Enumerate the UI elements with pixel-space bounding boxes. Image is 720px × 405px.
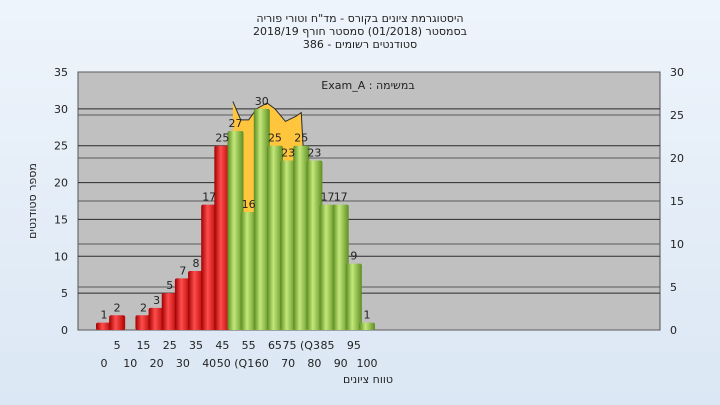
y-tick-label: 0 [61, 324, 68, 337]
x-axis-upper-labels: 5 15 25 35 45 55 65 75 (Q3 85 95 [114, 339, 361, 352]
bar-value-label: 9 [350, 250, 357, 263]
title-line-3: 386 - סטודנטים רשומים [303, 38, 417, 51]
y-axis-right: 0 5 10 15 20 25 30 [670, 66, 684, 337]
x-tick-label: 15 [136, 339, 150, 352]
y-tick-label: 5 [61, 287, 68, 300]
bar-value-label: 25 [268, 132, 282, 145]
y2-tick-label: 0 [670, 324, 677, 337]
bar [135, 315, 152, 330]
y-tick-label: 30 [54, 103, 68, 116]
x-tick-label: 65 [268, 339, 282, 352]
x-tick-label: 60 [255, 357, 269, 370]
x-tick-label: 10 [123, 357, 137, 370]
x-tick-label: 90 [334, 357, 348, 370]
bar [148, 307, 165, 330]
bar [96, 322, 112, 330]
bar [280, 160, 297, 330]
bar-value-label: 1 [101, 309, 108, 322]
y2-tick-label: 15 [670, 195, 684, 208]
y2-tick-label: 5 [670, 281, 677, 294]
y-tick-label: 25 [54, 140, 68, 153]
y-tick-label: 20 [54, 177, 68, 190]
y-tick-label: 10 [54, 250, 68, 263]
bar-value-label: 16 [242, 198, 256, 211]
bar-value-label: 30 [255, 95, 269, 108]
x-tick-label: 45 [215, 339, 229, 352]
legend-label: Exam_A : במשימה [321, 79, 414, 92]
bar-value-label: 23 [281, 146, 295, 159]
x-tick-label: 75 (Q3 [283, 339, 320, 352]
x-axis-lower-labels: 0 10 20 30 40 50 (Q1 60 70 80 90 100 [101, 357, 378, 370]
x-tick-label: 55 [242, 339, 256, 352]
y2-tick-label: 20 [670, 152, 684, 165]
bar [109, 315, 126, 330]
bar-value-label: 17 [321, 191, 335, 204]
x-tick-label: 35 [189, 339, 203, 352]
x-tick-label: 95 [347, 339, 361, 352]
bar-value-label: 27 [229, 117, 243, 130]
x-tick-label: 50 (Q1 [217, 357, 254, 370]
bar [214, 145, 231, 330]
x-tick-label: 5 [114, 339, 121, 352]
bar-value-label: 17 [334, 191, 348, 204]
bar-value-label: 25 [294, 132, 308, 145]
bar [332, 204, 349, 330]
bar [345, 263, 362, 330]
chart-title: היסטוגרמת ציונים בקורס - מד"ח וטורי פורי… [253, 12, 467, 51]
x-tick-label: 80 [307, 357, 321, 370]
bar [306, 160, 323, 330]
bar-value-label: 5 [166, 279, 173, 292]
x-tick-label: 30 [176, 357, 190, 370]
title-line-1: היסטוגרמת ציונים בקורס - מד"ח וטורי פורי… [256, 12, 463, 25]
x-tick-label: 85 [321, 339, 335, 352]
x-tick-label: 25 [163, 339, 177, 352]
area-outline [232, 101, 310, 257]
bar [201, 204, 218, 330]
bar [188, 271, 205, 330]
bar [174, 278, 191, 330]
bar [319, 204, 336, 330]
bar [161, 293, 178, 330]
bar-value-label: 3 [153, 294, 160, 307]
y-axis-title: מספר סטודנטים [26, 163, 39, 239]
bar-value-label: 25 [215, 132, 229, 145]
bar [253, 108, 270, 330]
y2-tick-label: 25 [670, 109, 684, 122]
bar [359, 322, 375, 330]
x-tick-label: 40 [202, 357, 216, 370]
bar [240, 212, 257, 330]
x-tick-label: 0 [101, 357, 108, 370]
y-axis-left: 0 5 10 15 20 25 30 35 [54, 66, 68, 337]
y2-tick-label: 10 [670, 238, 684, 251]
y2-tick-label: 30 [670, 66, 684, 79]
bar-value-label: 23 [307, 146, 321, 159]
title-line-2: בסמסטר (01/2018) סמסטר חורף 2018/19 [253, 25, 467, 38]
bar-value-label: 1 [364, 309, 371, 322]
y-tick-label: 35 [54, 66, 68, 79]
bar-value-label: 2 [114, 301, 121, 314]
bar-series [96, 108, 375, 330]
bar [227, 130, 244, 330]
x-tick-label: 20 [150, 357, 164, 370]
x-tick-label: 70 [281, 357, 295, 370]
bar [293, 145, 310, 330]
bar-value-label: 2 [140, 301, 147, 314]
bar-value-label: 8 [193, 257, 200, 270]
y-tick-label: 15 [54, 213, 68, 226]
bar [266, 145, 283, 330]
x-axis-title: טווח ציונים [343, 373, 393, 386]
bar-value-label: 7 [179, 264, 186, 277]
bar-value-label: 17 [202, 191, 216, 204]
x-tick-label: 100 [357, 357, 378, 370]
